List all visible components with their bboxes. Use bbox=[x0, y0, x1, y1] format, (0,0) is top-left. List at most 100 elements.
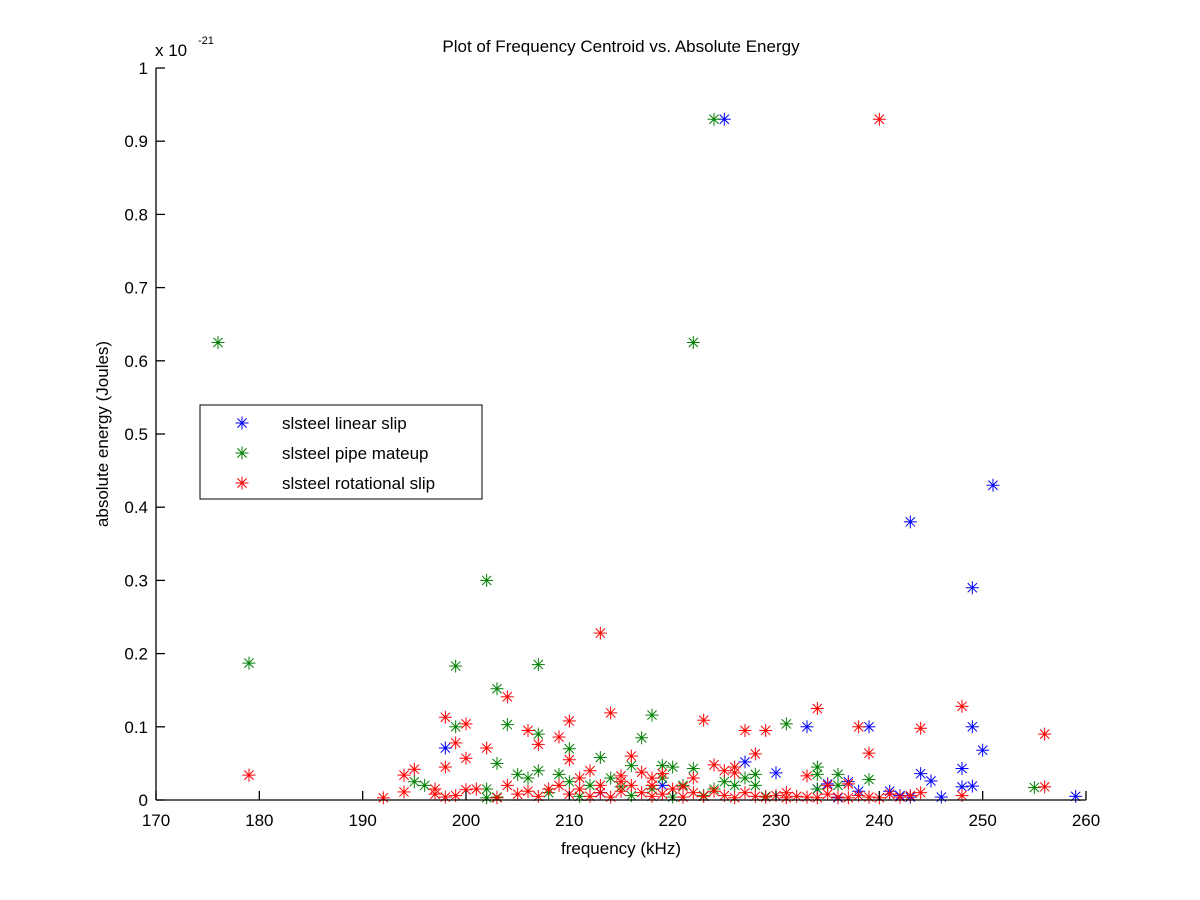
data-point bbox=[542, 782, 556, 796]
data-point bbox=[914, 767, 928, 781]
data-point bbox=[418, 778, 432, 792]
data-point bbox=[511, 767, 525, 781]
data-point bbox=[521, 771, 535, 785]
data-point bbox=[965, 720, 979, 734]
data-point bbox=[965, 581, 979, 595]
data-point bbox=[738, 771, 752, 785]
data-point bbox=[883, 787, 897, 801]
data-point bbox=[800, 769, 814, 783]
data-point bbox=[841, 791, 855, 805]
data-point bbox=[810, 760, 824, 774]
data-point bbox=[914, 786, 928, 800]
data-point bbox=[821, 787, 835, 801]
data-point bbox=[748, 767, 762, 781]
data-point bbox=[790, 789, 804, 803]
data-point bbox=[573, 782, 587, 796]
data-point bbox=[872, 112, 886, 126]
data-point bbox=[562, 753, 576, 767]
y-tick-label: 0.1 bbox=[124, 718, 148, 737]
data-point bbox=[965, 779, 979, 793]
data-point bbox=[624, 749, 638, 763]
data-point bbox=[552, 730, 566, 744]
x-tick-label: 210 bbox=[555, 811, 583, 830]
legend-marker-icon bbox=[235, 416, 249, 430]
data-point bbox=[924, 774, 938, 788]
data-point bbox=[593, 778, 607, 792]
data-point bbox=[976, 743, 990, 757]
y-tick-label: 0.2 bbox=[124, 645, 148, 664]
data-point bbox=[449, 720, 463, 734]
data-point bbox=[438, 741, 452, 755]
data-point bbox=[717, 775, 731, 789]
data-point bbox=[738, 755, 752, 769]
data-point bbox=[748, 778, 762, 792]
data-point bbox=[810, 782, 824, 796]
data-point bbox=[490, 756, 504, 770]
data-point bbox=[697, 713, 711, 727]
y-tick-label: 0 bbox=[139, 791, 148, 810]
data-point bbox=[583, 764, 597, 778]
data-point bbox=[738, 723, 752, 737]
data-point bbox=[531, 737, 545, 751]
data-point bbox=[810, 791, 824, 805]
y-tick-label: 0.8 bbox=[124, 205, 148, 224]
data-point bbox=[800, 720, 814, 734]
x-tick-label: 220 bbox=[658, 811, 686, 830]
data-point bbox=[676, 780, 690, 794]
legend-item: slsteel pipe mateup bbox=[235, 444, 428, 463]
y-tick-label: 0.9 bbox=[124, 132, 148, 151]
data-point bbox=[831, 767, 845, 781]
data-point bbox=[531, 764, 545, 778]
y-axis-multiplier: x 10 -21 bbox=[155, 35, 214, 60]
data-point bbox=[986, 478, 1000, 492]
legend-items: slsteel linear slip slsteel pipe mateup sl… bbox=[235, 414, 435, 493]
legend: slsteel linear slip slsteel pipe mateup sl… bbox=[199, 404, 483, 500]
data-point bbox=[779, 786, 793, 800]
series-slsteel-pipe-mateup bbox=[211, 112, 1041, 805]
data-point bbox=[242, 656, 256, 670]
data-point bbox=[583, 789, 597, 803]
data-point bbox=[407, 775, 421, 789]
data-point bbox=[490, 791, 504, 805]
data-point bbox=[459, 751, 473, 765]
legend-marker-icon bbox=[235, 476, 249, 490]
y-tick-label: 0.6 bbox=[124, 352, 148, 371]
data-point bbox=[500, 690, 514, 704]
data-point bbox=[438, 760, 452, 774]
y-tick-label: 0.4 bbox=[124, 498, 148, 517]
data-point bbox=[810, 767, 824, 781]
data-point bbox=[759, 723, 773, 737]
data-point bbox=[717, 112, 731, 126]
data-point bbox=[666, 760, 680, 774]
data-point bbox=[852, 720, 866, 734]
data-point bbox=[1069, 789, 1083, 803]
data-point bbox=[573, 771, 587, 785]
data-point bbox=[438, 710, 452, 724]
data-point bbox=[728, 778, 742, 792]
data-point bbox=[728, 766, 742, 780]
data-point bbox=[707, 112, 721, 126]
x-tick-label: 180 bbox=[245, 811, 273, 830]
data-point bbox=[1038, 780, 1052, 794]
data-point bbox=[645, 708, 659, 722]
data-point bbox=[717, 764, 731, 778]
y-multiplier-base: x 10 bbox=[155, 41, 187, 60]
data-point bbox=[955, 699, 969, 713]
data-point bbox=[531, 658, 545, 672]
chart-title: Plot of Frequency Centroid vs. Absolute … bbox=[442, 37, 800, 56]
legend-label: slsteel linear slip bbox=[282, 414, 407, 433]
data-point bbox=[697, 789, 711, 803]
data-points bbox=[211, 112, 1083, 805]
y-tick-label: 0.3 bbox=[124, 571, 148, 590]
data-point bbox=[397, 785, 411, 799]
y-tick-label: 0.5 bbox=[124, 425, 148, 444]
data-point bbox=[428, 787, 442, 801]
data-point bbox=[604, 790, 618, 804]
data-point bbox=[593, 751, 607, 765]
legend-item: slsteel rotational slip bbox=[235, 474, 435, 493]
data-point bbox=[831, 790, 845, 804]
data-point bbox=[748, 747, 762, 761]
data-point bbox=[438, 790, 452, 804]
data-point bbox=[821, 778, 835, 792]
